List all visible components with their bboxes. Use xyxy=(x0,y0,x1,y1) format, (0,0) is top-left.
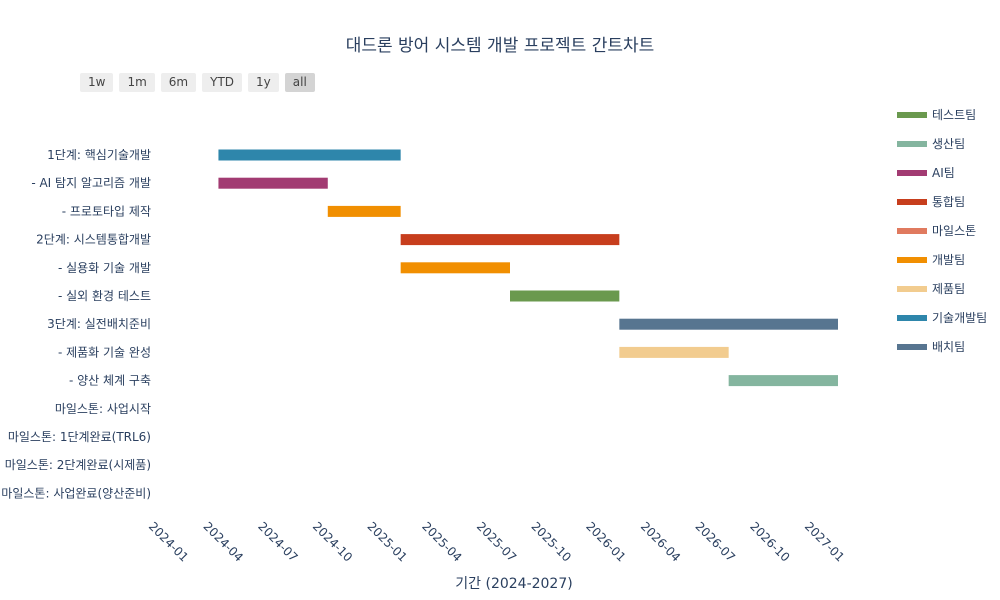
task-label: 2단계: 시스템통합개발 xyxy=(36,233,151,247)
range-button-ytd[interactable]: YTD xyxy=(202,73,243,92)
legend-label: 생산팀 xyxy=(932,137,965,151)
legend-item[interactable]: AI팀 xyxy=(897,166,955,180)
task-bar[interactable] xyxy=(218,149,401,161)
task-label: 1단계: 핵심기술개발 xyxy=(47,148,151,162)
legend-swatch xyxy=(897,315,927,321)
legend-label: 개발팀 xyxy=(932,253,965,267)
x-tick-label: 2025-07 xyxy=(474,519,519,564)
task-label: 마일스톤: 2단계완료(시제품) xyxy=(5,458,151,472)
range-selector: 1w 1m 6m YTD 1y all xyxy=(80,73,315,92)
x-tick-label: 2025-10 xyxy=(529,519,574,564)
legend-swatch xyxy=(897,344,927,350)
task-label: 마일스톤: 사업완료(양산준비) xyxy=(1,486,151,500)
x-tick-label: 2024-01 xyxy=(146,519,191,564)
task-bars xyxy=(218,149,838,387)
range-button-1y[interactable]: 1y xyxy=(248,73,279,92)
x-tick-label: 2025-01 xyxy=(365,519,410,564)
task-bar[interactable] xyxy=(728,375,838,387)
legend-swatch xyxy=(897,170,927,176)
x-tick-label: 2026-01 xyxy=(583,519,628,564)
x-tick-label: 2024-07 xyxy=(255,519,300,564)
task-bar[interactable] xyxy=(619,346,729,358)
task-label: - 프로토타입 제작 xyxy=(62,204,151,218)
range-button-6m[interactable]: 6m xyxy=(160,73,197,92)
x-tick-label: 2027-01 xyxy=(802,519,847,564)
legend-swatch xyxy=(897,141,927,147)
legend-label: 통합팀 xyxy=(932,195,965,209)
y-axis-labels: 1단계: 핵심기술개발 - AI 탐지 알고리즘 개발 - 프로토타입 제작 2단계:… xyxy=(1,148,151,500)
task-bar[interactable] xyxy=(218,177,328,189)
task-bar[interactable] xyxy=(400,262,510,274)
x-tick-label: 2024-10 xyxy=(310,519,355,564)
x-tick-label: 2025-04 xyxy=(419,519,464,564)
task-bar[interactable] xyxy=(327,205,401,217)
task-label: - 실외 환경 테스트 xyxy=(58,289,151,303)
legend-label: 마일스톤 xyxy=(932,224,976,238)
legend-label: 기술개발팀 xyxy=(932,311,987,325)
legend-item[interactable]: 기술개발팀 xyxy=(897,311,987,325)
legend-label: 제품팀 xyxy=(932,282,965,296)
legend-item[interactable]: 배치팀 xyxy=(897,340,965,354)
task-bar[interactable] xyxy=(400,234,620,246)
legend-item[interactable]: 제품팀 xyxy=(897,282,965,296)
range-button-1w[interactable]: 1w xyxy=(80,73,114,92)
task-label: 마일스톤: 1단계완료(TRL6) xyxy=(8,430,151,444)
task-label: - 제품화 기술 완성 xyxy=(58,345,151,359)
task-bar[interactable] xyxy=(619,318,838,330)
range-button-all[interactable]: all xyxy=(284,73,315,92)
task-label: - 양산 체계 구축 xyxy=(69,374,151,388)
legend-item[interactable]: 통합팀 xyxy=(897,195,965,209)
x-tick-label: 2026-07 xyxy=(693,519,738,564)
x-tick-label: 2026-04 xyxy=(638,519,683,564)
x-tick-label: 2026-10 xyxy=(747,519,792,564)
legend-label: 배치팀 xyxy=(932,340,965,354)
legend-swatch xyxy=(897,257,927,263)
task-label: 3단계: 실전배치준비 xyxy=(47,317,151,331)
legend-label: AI팀 xyxy=(932,166,955,180)
x-tick-label: 2024-04 xyxy=(201,519,246,564)
task-bar[interactable] xyxy=(510,290,620,302)
legend-item[interactable]: 마일스톤 xyxy=(897,224,976,238)
task-label: - 실용화 기술 개발 xyxy=(58,261,151,275)
legend-swatch xyxy=(897,112,927,118)
task-label: - AI 탐지 알고리즘 개발 xyxy=(31,176,151,190)
legend-item[interactable]: 개발팀 xyxy=(897,253,965,267)
legend-swatch xyxy=(897,199,927,205)
legend-item[interactable]: 테스트팀 xyxy=(897,108,976,122)
legend-swatch xyxy=(897,286,927,292)
legend-item[interactable]: 생산팀 xyxy=(897,137,965,151)
chart-title: 대드론 방어 시스템 개발 프로젝트 간트차트 xyxy=(345,36,655,56)
legend-swatch xyxy=(897,228,927,234)
range-button-1m[interactable]: 1m xyxy=(119,73,155,92)
legend-label: 테스트팀 xyxy=(932,108,976,122)
x-axis-title: 기간 (2024-2027) xyxy=(455,576,572,592)
task-label: 마일스톤: 사업시작 xyxy=(55,402,151,416)
x-axis-ticks: 2024-01 2024-04 2024-07 2024-10 2025-01 2025-… xyxy=(146,519,847,564)
